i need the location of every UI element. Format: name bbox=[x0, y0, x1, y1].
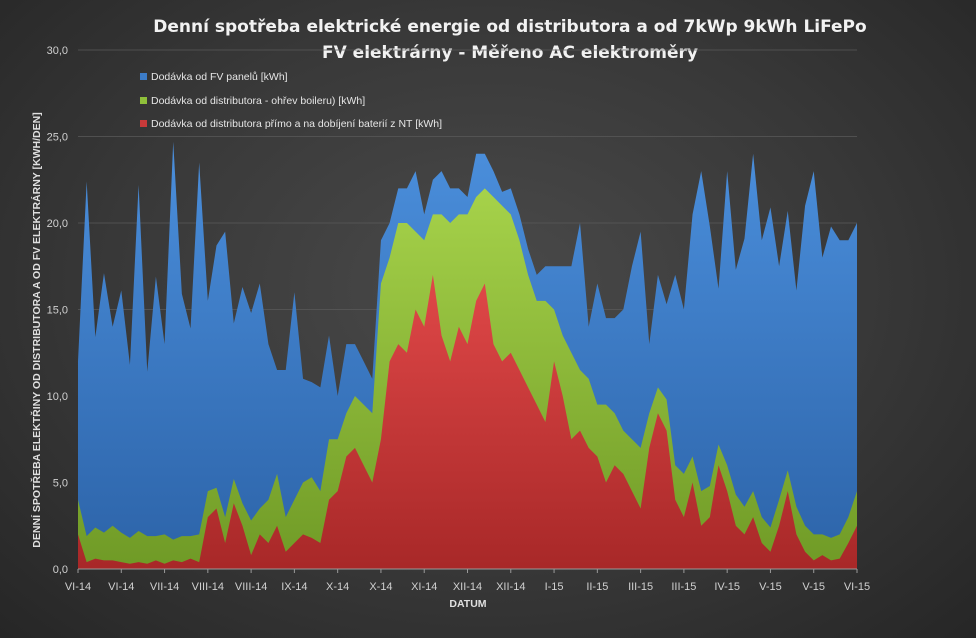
y-tick-label: 30,0 bbox=[47, 45, 68, 57]
x-tick-label: VIII-14 bbox=[235, 581, 267, 593]
x-tick-label: IV-15 bbox=[714, 581, 740, 593]
x-tick-label: V-15 bbox=[759, 581, 782, 593]
legend-label-direct: Dodávka od distributora přímo a na dobíj… bbox=[151, 118, 442, 130]
x-tick-label: I-15 bbox=[545, 581, 564, 593]
x-tick-label: VI-14 bbox=[108, 581, 134, 593]
y-tick-label: 25,0 bbox=[47, 132, 68, 144]
legend-swatch-direct bbox=[140, 120, 147, 127]
y-tick-label: 0,0 bbox=[53, 564, 68, 576]
series-direct-area bbox=[78, 274, 857, 569]
legend-label-fv: Dodávka od FV panelů [kWh] bbox=[151, 71, 288, 83]
x-tick-label: VIII-14 bbox=[192, 581, 224, 593]
chart-title-line-2: FV elektrárny - Měřeno AC elektroměry bbox=[322, 43, 698, 63]
y-tick-label: 20,0 bbox=[47, 218, 68, 230]
x-tick-label: VI-14 bbox=[65, 581, 91, 593]
legend: Dodávka od FV panelů [kWh] Dodávka od di… bbox=[140, 71, 442, 130]
x-tick-label: X-14 bbox=[326, 581, 349, 593]
y-axis-label: DENNÍ SPOTŘEBA ELEKTŘINY OD DISTRIBUTORA… bbox=[30, 112, 43, 547]
x-tick-label: XI-14 bbox=[411, 581, 437, 593]
x-tick-label: XII-14 bbox=[453, 581, 482, 593]
x-axis-label: DATUM bbox=[449, 598, 486, 610]
y-tick-label: 10,0 bbox=[47, 391, 68, 403]
x-tick-label: X-14 bbox=[369, 581, 392, 593]
chart-title-line-1: Denní spotřeba elektrické energie od dis… bbox=[153, 17, 866, 37]
legend-swatch-boiler bbox=[140, 97, 147, 104]
x-axis-ticks: VI-14 VI-14 VII-14 VIII-14 VIII-14 IX-14 X-14 X… bbox=[65, 569, 870, 593]
legend-swatch-fv bbox=[140, 73, 147, 80]
x-tick-label: VII-14 bbox=[150, 581, 179, 593]
legend-label-boiler: Dodávka od distributora - ohřev boileru)… bbox=[151, 95, 365, 107]
y-tick-label: 15,0 bbox=[47, 305, 68, 317]
x-tick-label: IX-14 bbox=[281, 581, 307, 593]
x-tick-label: VI-15 bbox=[844, 581, 870, 593]
x-tick-label: XII-14 bbox=[496, 581, 525, 593]
y-tick-label: 5,0 bbox=[53, 478, 68, 490]
x-tick-label: V-15 bbox=[802, 581, 825, 593]
y-axis-ticks: 0,0 5,0 10,0 15,0 20,0 25,0 30,0 bbox=[47, 45, 68, 576]
x-tick-label: III-15 bbox=[671, 581, 696, 593]
x-tick-label: III-15 bbox=[628, 581, 653, 593]
x-tick-label: II-15 bbox=[586, 581, 608, 593]
